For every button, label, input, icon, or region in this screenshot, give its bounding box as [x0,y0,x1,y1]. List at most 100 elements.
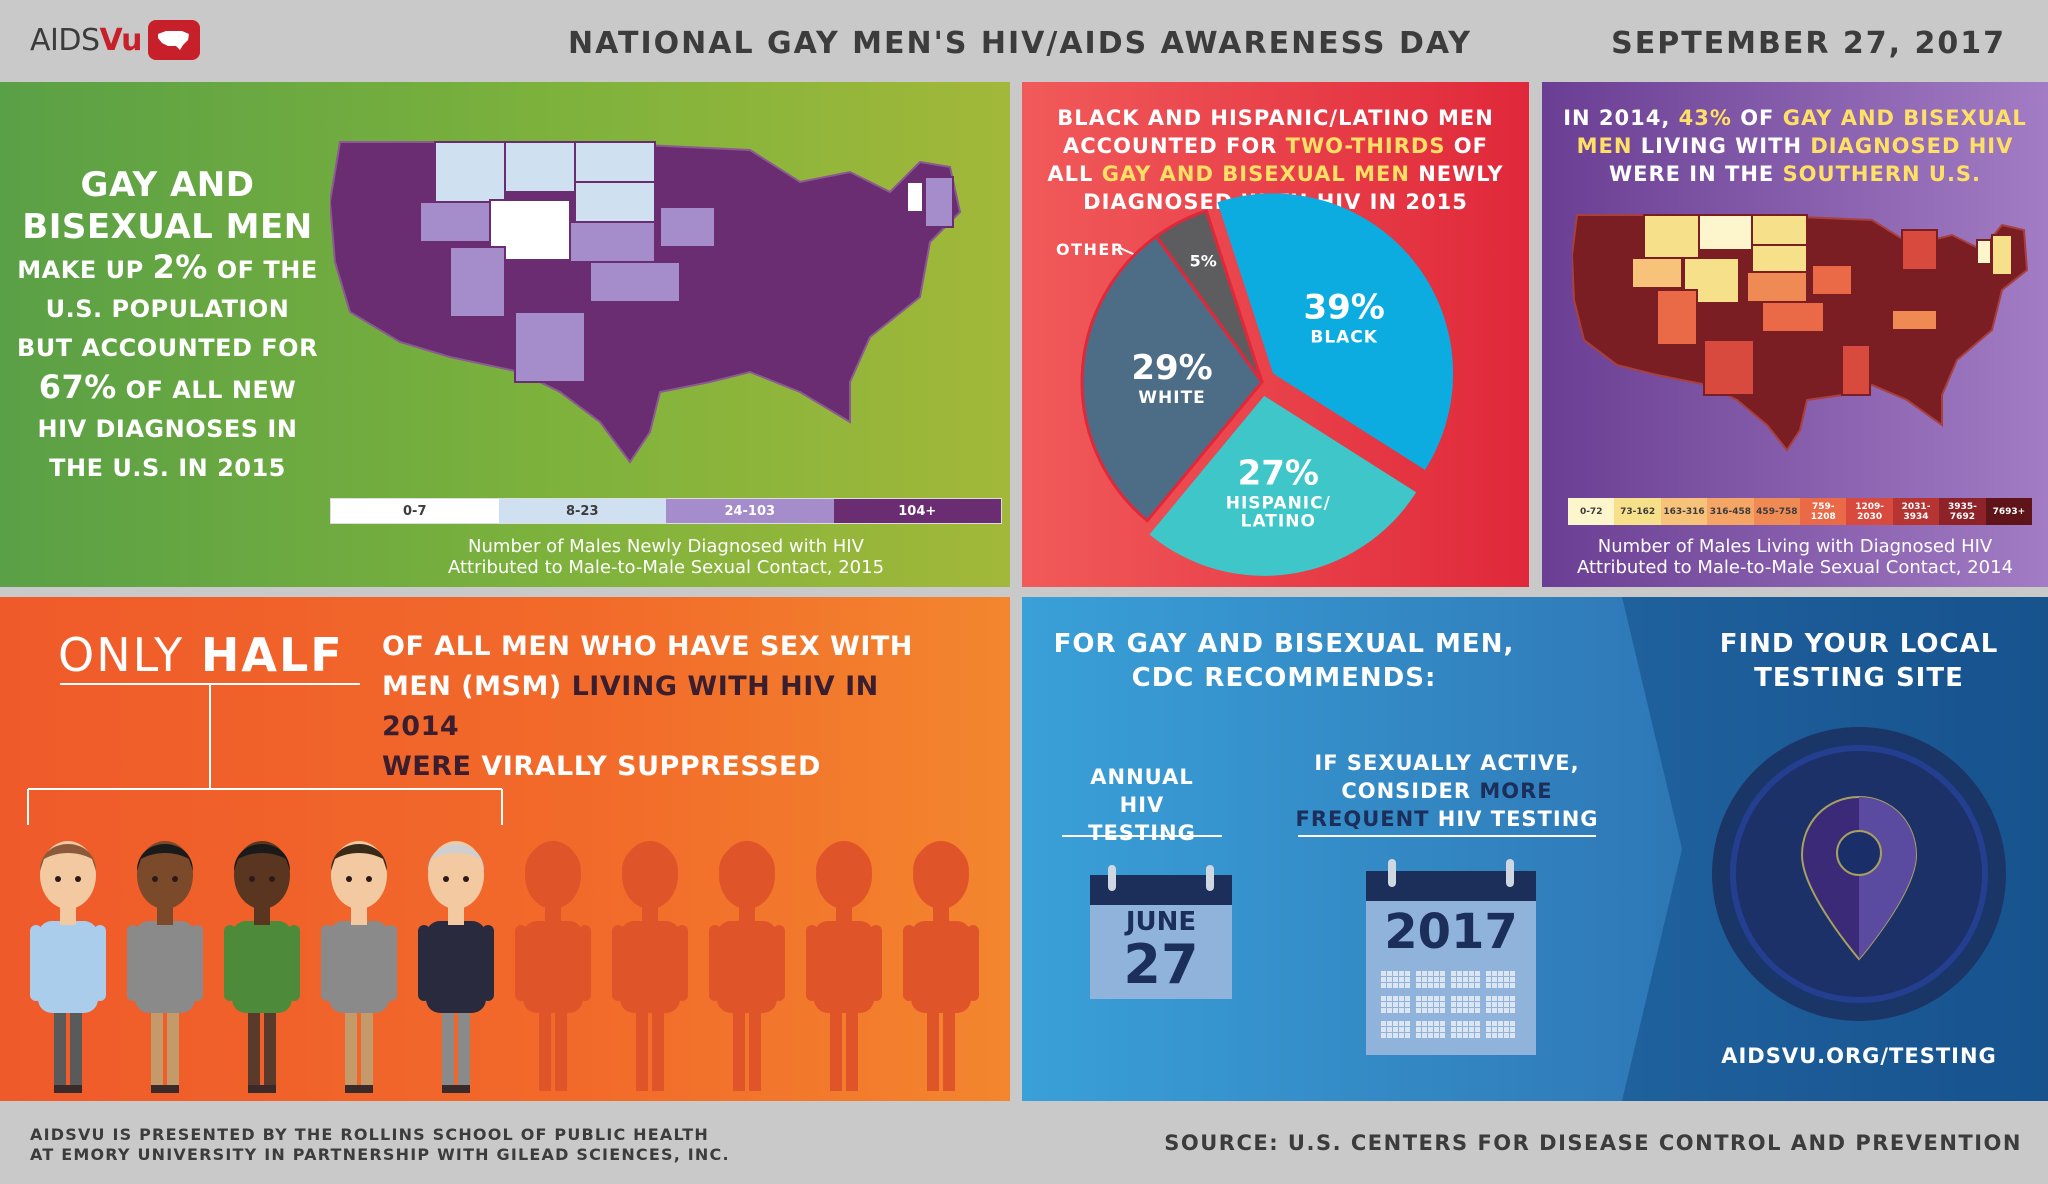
pie-value-label: 39% [1303,287,1384,327]
living-caption: Number of Males Living with Diagnosed HI… [1576,536,2014,578]
pie-category-label: WHITE [1138,388,1206,408]
mini-month [1416,1021,1445,1038]
mini-month [1451,971,1480,988]
stat-line-4: 67% OF ALL NEW [38,368,297,406]
mini-month [1451,996,1480,1013]
location-pin-button[interactable] [1712,727,2006,1021]
page-title: NATIONAL GAY MEN'S HIV/AIDS AWARENESS DA… [568,26,1472,61]
stat-line-5: HIV DIAGNOSES IN [37,415,298,443]
mini-month [1416,996,1445,1013]
other-label: OTHER [1056,240,1125,259]
legend-item: 73-162 [1614,498,1661,525]
calendar-ring [1108,865,1116,891]
logo-text: AIDSVu [30,22,143,58]
person-not-suppressed [806,841,882,1091]
calendar-ring [1506,859,1514,887]
mini-month [1486,996,1515,1013]
calendar-month: JUNE [1125,907,1197,937]
person-suppressed [321,841,397,1093]
living-legend: 0-72 73-162 163-316 316-458 459-758 759-… [1568,498,2033,525]
rec1-divider [1062,835,1222,837]
header: AIDSVu NATIONAL GAY MEN'S HIV/AIDS AWARE… [0,0,2048,82]
legend-item: 7693+ [1985,498,2033,525]
mini-month [1416,971,1445,988]
race-pie-chart: 39%BLACK 27%HISPANIC/LATINO 29%WHITE 5% [1080,193,1454,576]
calendar-year: 2017 [1384,904,1518,960]
stat-line-1: MAKE UP 2% OF THE [17,248,318,286]
legend-item: 459-758 [1753,498,1801,525]
cdc-recommendation-panel: FOR GAY AND BISEXUAL MEN, CDC RECOMMENDS… [1022,597,2048,1101]
legend-item: 1209-2030 [1846,498,1893,525]
stat-line-3: BUT ACCOUNTED FOR [16,334,319,362]
race-title: BLACK AND HISPANIC/LATINO MEN ACCOUNTED … [1047,106,1504,214]
annual-testing-text: ANNUAL HIV TESTING [1088,765,1196,845]
mini-month [1486,1021,1515,1038]
page-date: SEPTEMBER 27, 2017 [1611,26,2006,61]
person-suppressed [224,841,300,1093]
us-map-icon [148,20,201,60]
person-suppressed [418,841,494,1093]
pie-category-label: BLACK [1310,327,1378,347]
pie-value-label: 27% [1238,454,1319,494]
find-testing-title: FIND YOUR LOCAL TESTING SITE [1719,629,1999,693]
us-map-diagnoses [330,141,962,464]
calendar-ring [1388,859,1396,887]
stat-line-6: THE U.S. IN 2015 [49,454,286,482]
stat-heading-2: BISEXUAL MEN [22,207,313,247]
person-suppressed [127,841,203,1093]
us-map-living [1572,214,2029,452]
mini-calendar-grid [1381,971,1515,1038]
person-suppressed [30,841,106,1093]
pie-slice-hispanic-latino [1149,395,1417,576]
calendar-day: 27 [1123,933,1199,996]
frequent-testing-text: IF SEXUALLY ACTIVE, CONSIDER MORE FREQUE… [1295,751,1599,831]
legend-item: 163-316 [1660,498,1708,525]
bracket-lines [27,685,503,825]
legend-item: 24-103 [666,499,834,523]
pie-slice-other [1154,208,1264,383]
legend-item: 316-458 [1707,498,1754,525]
heading-underline [60,683,360,685]
rec2-divider [1298,835,1596,837]
legend-item: 3935-7692 [1939,498,1986,525]
mini-month [1381,996,1410,1013]
person-not-suppressed [612,841,688,1091]
diagnoses-caption: Number of Males Newly Diagnosed with HIV… [447,536,885,578]
legend-item: 0-7 [331,499,499,523]
mini-month [1486,971,1515,988]
person-not-suppressed [515,841,591,1091]
only-half-heading: ONLY HALF [58,628,344,682]
cdc-title: FOR GAY AND BISEXUAL MEN, CDC RECOMMENDS… [1053,629,1515,693]
new-diagnoses-panel: GAY AND BISEXUAL MEN MAKE UP 2% OF THE U… [0,82,1010,587]
people-figures [30,841,979,1093]
legend-item: 2031-3934 [1892,498,1940,525]
southern-us-panel: IN 2014, 43% OF GAY AND BISEXUAL MEN LIV… [1542,82,2048,587]
diagnoses-legend: 0-7 8-23 24-103 104+ [330,498,1002,524]
person-not-suppressed [903,841,979,1091]
pie-category-label: LATINO [1241,512,1316,532]
mini-month [1381,971,1410,988]
pie-value-label: 29% [1131,348,1212,388]
pie-value-label: 5% [1190,252,1217,271]
mini-month [1451,1021,1480,1038]
viral-suppression-panel: ONLY HALF OF ALL MEN WHO HAVE SEX WITH M… [0,597,1010,1101]
population-stat: GAY AND BISEXUAL MEN MAKE UP 2% OF THE U… [10,164,325,488]
legend-item: 8-23 [498,499,666,523]
testing-url-link[interactable]: AIDSVU.ORG/TESTING [1721,1044,1997,1068]
stat-heading-1: GAY AND [80,165,255,205]
pie-slice-white [1080,234,1264,523]
footer: AIDSVU IS PRESENTED BY THE ROLLINS SCHOO… [0,1101,2048,1184]
footer-credit: AIDSVU IS PRESENTED BY THE ROLLINS SCHOO… [30,1125,730,1164]
suppression-text: OF ALL MEN WHO HAVE SEX WITH MEN (MSM) L… [382,631,913,782]
legend-item: 0-72 [1568,498,1615,525]
person-not-suppressed [709,841,785,1091]
pie-slice-black [1217,193,1454,470]
southern-title: IN 2014, 43% OF GAY AND BISEXUAL MEN LIV… [1563,106,2027,186]
stat-line-2: U.S. POPULATION [45,295,290,323]
pie-category-label: HISPANIC/ [1226,494,1331,514]
aidsvu-logo[interactable]: AIDSVu [30,18,201,62]
calendar-june-27: JUNE 27 [1090,865,1232,999]
calendar-2017: 2017 [1366,859,1536,1055]
calendar-ring [1206,865,1214,891]
footer-source: SOURCE: U.S. CENTERS FOR DISEASE CONTROL… [1164,1131,2022,1155]
